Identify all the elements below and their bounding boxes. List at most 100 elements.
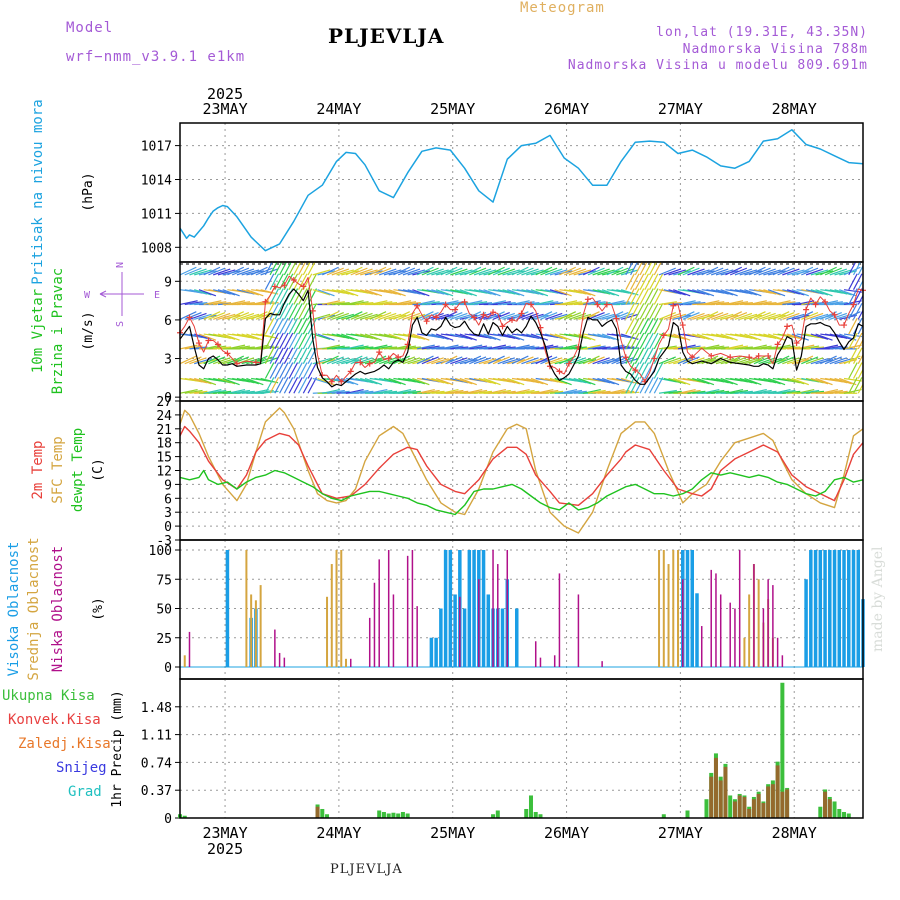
wind-arrow bbox=[592, 346, 611, 350]
y-tick-label: 3 bbox=[164, 506, 172, 521]
cloud-bar-low bbox=[734, 608, 736, 667]
wind-arrow bbox=[459, 289, 477, 297]
wind-arrow bbox=[540, 389, 559, 394]
wind-arrow bbox=[497, 377, 516, 384]
wind-arrow bbox=[701, 266, 719, 276]
wind-arrow bbox=[526, 358, 544, 365]
precip-bar-total bbox=[685, 810, 690, 818]
wind-arrow bbox=[189, 390, 208, 394]
wind-arrow bbox=[530, 333, 549, 341]
wind-arrow bbox=[791, 289, 809, 297]
wind-arrow bbox=[507, 333, 525, 341]
precip-bar-total bbox=[182, 815, 187, 818]
cloud-bar-high bbox=[813, 550, 818, 667]
wind-arrow bbox=[829, 289, 848, 295]
wind-arrow bbox=[269, 288, 280, 305]
wind-gust-marker bbox=[376, 349, 383, 356]
wind-arrow bbox=[720, 333, 738, 341]
wind-arrow bbox=[383, 333, 402, 340]
wind-arrow bbox=[331, 333, 350, 340]
wind-arrow bbox=[658, 311, 676, 320]
wind-arrow bbox=[236, 312, 255, 320]
wind-arrow bbox=[711, 333, 729, 340]
wind-arrow bbox=[483, 289, 501, 297]
precip-bar-total bbox=[386, 813, 391, 818]
wind-arrow bbox=[611, 267, 629, 276]
wind-arrow bbox=[502, 269, 520, 276]
precip-axis-label: 1hr Precip (mm) bbox=[110, 690, 125, 807]
cloud-bar-low bbox=[710, 569, 712, 667]
wind-arrow bbox=[843, 300, 862, 306]
wind-arrow bbox=[796, 266, 814, 276]
wind-arrow bbox=[440, 344, 459, 350]
wind-arrow bbox=[758, 377, 777, 384]
wind-arrow bbox=[445, 311, 463, 320]
wind-arrow bbox=[625, 303, 635, 320]
wind-arrow bbox=[383, 269, 402, 276]
wind-arrow bbox=[545, 377, 563, 384]
wind-arrow bbox=[649, 303, 659, 320]
wind-arrow bbox=[213, 289, 231, 295]
wind-arrow bbox=[810, 289, 829, 296]
cloud-bar-high bbox=[481, 550, 486, 667]
cloud-bar-low bbox=[729, 602, 731, 667]
wind-arrow bbox=[568, 268, 587, 276]
wind-arrow bbox=[279, 347, 289, 364]
y-tick-label: 100 bbox=[149, 544, 172, 559]
y-tick-label: 3 bbox=[164, 353, 172, 368]
cloud-bar-high bbox=[486, 594, 491, 667]
wind-arrow bbox=[322, 266, 339, 276]
wind-gust-marker bbox=[281, 282, 288, 289]
wind-arrow bbox=[264, 262, 273, 276]
wind-arrow bbox=[829, 301, 848, 306]
wind-arrow bbox=[782, 346, 801, 350]
cloud-bar-mid bbox=[743, 637, 746, 667]
wind-gust-marker bbox=[765, 352, 772, 359]
cloud-bar-low bbox=[738, 550, 741, 667]
wind-arrow bbox=[431, 289, 449, 296]
wind-gust-marker bbox=[746, 354, 753, 361]
wind-arrow bbox=[302, 303, 313, 320]
wind-arrow bbox=[189, 377, 208, 384]
wind-arrow bbox=[668, 289, 686, 296]
precip-bar-conv bbox=[713, 757, 718, 818]
wind-arrow bbox=[582, 311, 600, 320]
wind-arrow bbox=[345, 388, 364, 394]
wind-arrow bbox=[563, 267, 582, 276]
wind-arrow bbox=[706, 267, 724, 276]
wind-arrow bbox=[763, 313, 781, 320]
wind-arrow bbox=[474, 346, 493, 350]
wind-arrow bbox=[355, 390, 374, 394]
wind-arrow bbox=[283, 332, 294, 350]
wind-arrow bbox=[180, 266, 197, 276]
y-tick-label: 0 bbox=[164, 391, 172, 406]
wind-arrow bbox=[345, 266, 363, 276]
wind-arrow bbox=[450, 346, 469, 350]
wind-arrow bbox=[189, 346, 208, 350]
wind-arrow bbox=[336, 313, 354, 320]
wind-arrow bbox=[630, 347, 640, 364]
wind-arrow bbox=[526, 313, 544, 320]
wind-arrow bbox=[274, 347, 284, 364]
wind-arrow bbox=[397, 267, 416, 276]
wind-arrow bbox=[180, 355, 197, 365]
low-cloud-axis-label: Niska Oblacnost bbox=[50, 546, 66, 672]
wind-arrow bbox=[478, 333, 497, 340]
wind-arrow bbox=[834, 377, 852, 385]
wind-arrow bbox=[829, 390, 848, 394]
wind-arrow bbox=[711, 301, 730, 306]
wind-gust-marker bbox=[471, 314, 478, 321]
wind-axis-label: 10m Vjetar bbox=[30, 289, 46, 373]
wind-arrow bbox=[782, 333, 800, 340]
wind-arrow bbox=[473, 289, 492, 295]
wind-arrow bbox=[516, 345, 535, 350]
cloud-bar-mid bbox=[672, 550, 675, 667]
wind-arrow bbox=[848, 273, 858, 290]
wind-arrow bbox=[796, 344, 815, 350]
wind-arrow bbox=[203, 300, 222, 306]
wind-arrow bbox=[283, 377, 294, 394]
wind-arrow bbox=[545, 289, 563, 295]
wind-arrow bbox=[744, 333, 762, 341]
cloud-bar-high bbox=[439, 608, 443, 667]
wind-arrow bbox=[744, 377, 762, 386]
